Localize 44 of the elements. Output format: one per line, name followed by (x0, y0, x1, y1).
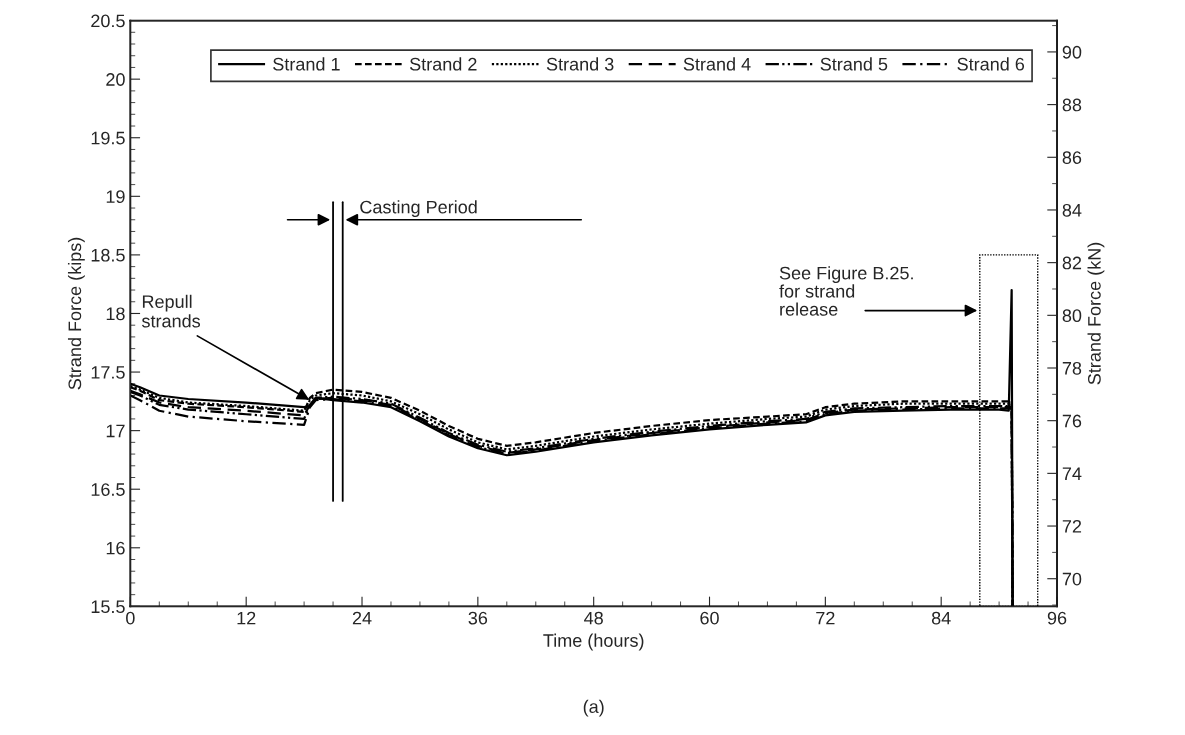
y2-tick-label: 78 (1062, 361, 1082, 375)
y-axis-title: Strand Force (kips) (67, 237, 85, 390)
annotation: See Figure B.25. for strand release (779, 266, 913, 316)
y-tick-label: 19 (106, 190, 125, 204)
legend-label: Strand 1 (273, 57, 340, 71)
legend-label: Strand 6 (957, 57, 1025, 71)
y2-tick-label: 74 (1062, 467, 1082, 480)
y-tick-label: 15.5 (91, 600, 125, 614)
x-tick-label: 84 (931, 611, 951, 625)
x-axis-title: Time (hours) (543, 633, 644, 651)
y2-tick-label: 90 (1062, 45, 1082, 59)
x-tick-label: 0 (126, 611, 135, 625)
x-tick-label: 36 (468, 611, 488, 625)
x-tick-label: 60 (700, 611, 719, 625)
x-tick-label: 24 (352, 611, 372, 625)
y2-tick-label: 76 (1062, 414, 1082, 428)
y-tick-label: 19.5 (91, 131, 125, 145)
legend-label: Strand 3 (546, 57, 614, 71)
y-tick-label: 18.5 (91, 248, 125, 262)
y-tick-label: 16.5 (91, 483, 125, 496)
y-tick-label: 17.5 (91, 366, 125, 379)
y-tick-label: 18 (106, 307, 125, 321)
y-tick-label: 20.5 (91, 14, 125, 28)
y2-tick-label: 86 (1062, 151, 1082, 164)
text: (a) (583, 699, 604, 717)
y-tick-label: 17 (106, 424, 125, 438)
x-tick-label: 72 (816, 611, 835, 625)
y-tick-label: 20 (106, 73, 125, 86)
y2-tick-label: 70 (1062, 572, 1082, 586)
legend-label: Strand 2 (409, 57, 477, 71)
annotation: Repull strands (141, 294, 201, 328)
x-tick-label: 96 (1047, 611, 1067, 625)
x-tick-label: 12 (237, 611, 256, 625)
y2-tick-label: 80 (1062, 309, 1082, 323)
y2-tick-label: 88 (1062, 98, 1082, 112)
y-tick-label: 16 (106, 541, 125, 555)
annotation: Casting Period (360, 200, 477, 218)
y2-tick-label: 84 (1062, 203, 1082, 217)
y2-tick-label: 82 (1062, 256, 1082, 270)
y2-tick-label: 72 (1062, 519, 1082, 533)
legend-label: Strand 5 (820, 57, 888, 71)
legend-label: Strand 4 (683, 57, 751, 71)
x-tick-label: 48 (584, 611, 603, 625)
y2-axis-title: Strand Force (kN) (1087, 242, 1105, 385)
